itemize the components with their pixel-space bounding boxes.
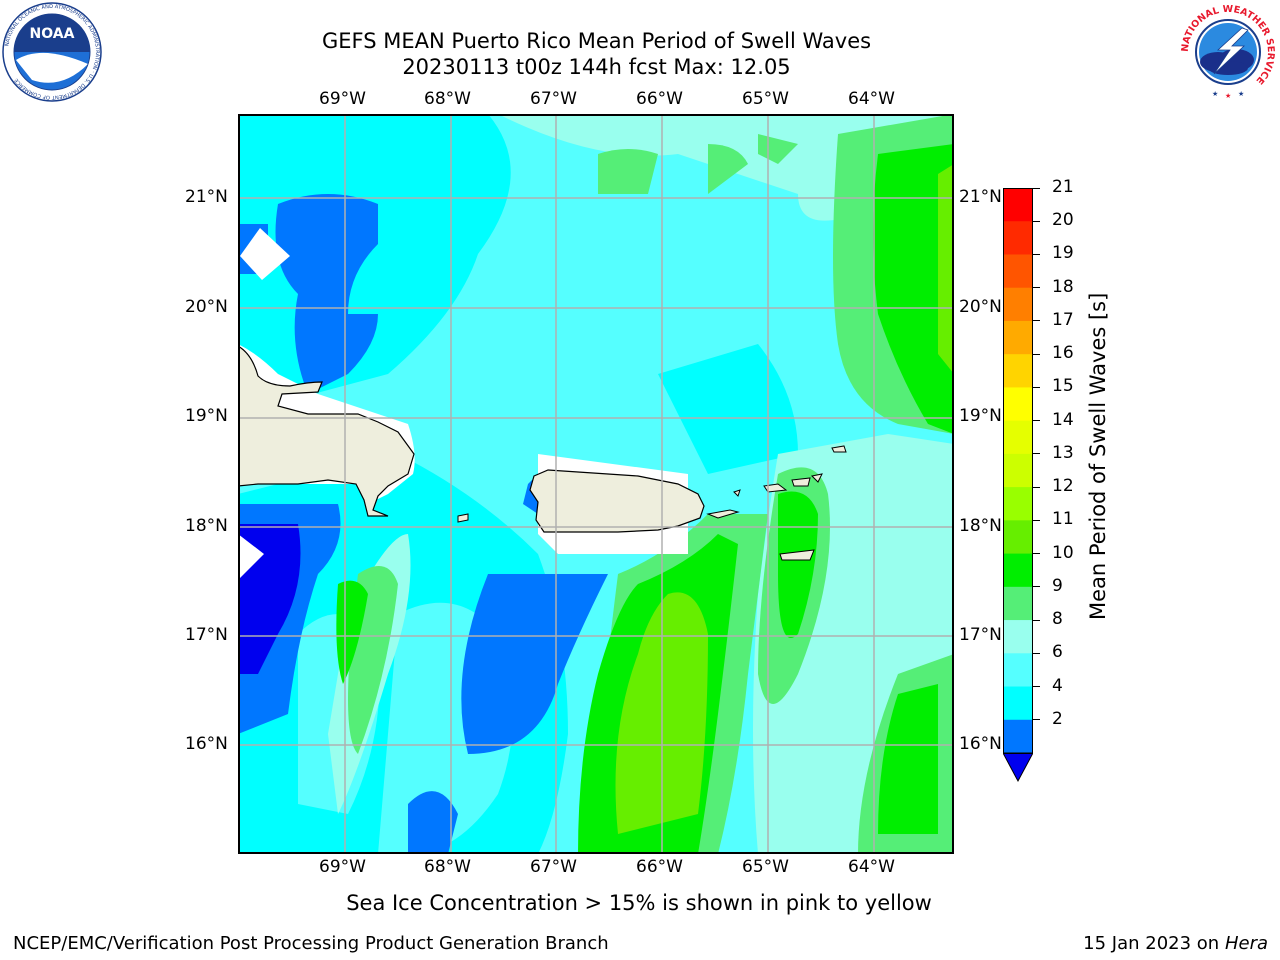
lon-label-top: 68°W (424, 89, 471, 109)
colorbar-tick-mark (1033, 420, 1040, 422)
colorbar-segment (1003, 719, 1033, 754)
colorbar-tick-label: 8 (1052, 609, 1063, 630)
colorbar-tick-label: 16 (1052, 343, 1074, 364)
map-title: GEFS MEAN Puerto Rico Mean Period of Swe… (321, 29, 872, 53)
colorbar-segment (1003, 653, 1033, 688)
colorbar-tick-label: 15 (1052, 376, 1074, 397)
colorbar-tick-mark (1033, 253, 1040, 255)
colorbar-tick-mark (1033, 187, 1040, 189)
colorbar-tick-mark (1033, 519, 1040, 521)
colorbar-segment (1003, 287, 1033, 322)
lat-label-right: 17°N (959, 625, 1002, 645)
lon-label-top: 65°W (742, 89, 789, 109)
noaa-logo: NOAA NATIONAL OCEANIC AND ATMOSPHERIC AD… (2, 2, 102, 102)
colorbar-tick-label: 13 (1052, 442, 1074, 463)
lon-label-bottom: 67°W (530, 857, 577, 877)
colorbar-segment (1003, 620, 1033, 654)
lat-label-right: 18°N (959, 516, 1002, 536)
colorbar-tick-label: 18 (1052, 276, 1074, 297)
colorbar (1002, 188, 1034, 788)
map-subtitle: 20230113 t00z 144h fcst Max: 12.05 (402, 55, 791, 79)
lat-label-left: 17°N (185, 625, 228, 645)
colorbar-tick-label: 2 (1052, 708, 1063, 729)
colorbar-segment (1003, 420, 1033, 455)
colorbar-tick-label: 4 (1052, 675, 1063, 696)
footer-branch: NCEP/EMC/Verification Post Processing Pr… (13, 933, 609, 954)
lat-label-right: 16°N (959, 734, 1002, 754)
colorbar-tick-mark (1033, 686, 1040, 688)
footer-date: 15 Jan 2023 on Hera (1083, 933, 1268, 954)
sea-ice-note: Sea Ice Concentration > 15% is shown in … (346, 891, 932, 915)
colorbar-tick-label: 17 (1052, 309, 1074, 330)
lon-label-bottom: 68°W (424, 857, 471, 877)
svg-text:★: ★ (1212, 90, 1218, 98)
colorbar-tick-mark (1033, 652, 1040, 654)
colorbar-segment (1003, 586, 1033, 621)
colorbar-tick-label: 6 (1052, 642, 1063, 663)
colorbar-segment (1003, 387, 1033, 422)
map-panel (237, 114, 954, 854)
svg-text:★: ★ (1225, 92, 1231, 100)
colorbar-segment (1003, 520, 1033, 555)
colorbar-tick-mark (1033, 586, 1040, 588)
colorbar-tick-mark (1033, 719, 1040, 721)
colorbar-tick-label: 21 (1052, 177, 1074, 197)
colorbar-tick-mark (1033, 453, 1040, 455)
colorbar-tick-label: 9 (1052, 575, 1063, 596)
lat-label-left: 16°N (185, 734, 228, 754)
colorbar-outline (1003, 188, 1033, 754)
colorbar-segment (1003, 254, 1033, 289)
colorbar-tick-label: 12 (1052, 476, 1074, 497)
lat-label-left: 19°N (185, 406, 228, 426)
colorbar-segment (1003, 487, 1033, 521)
colorbar-segment (1003, 354, 1033, 388)
colorbar-tick-mark (1033, 553, 1040, 555)
colorbar-segment (1003, 686, 1033, 721)
colorbar-tick-mark (1033, 386, 1040, 388)
colorbar-tick-label: 20 (1052, 210, 1074, 231)
svg-text:★: ★ (1238, 90, 1244, 98)
lat-label-right: 19°N (959, 406, 1002, 426)
colorbar-tick-label: 10 (1052, 542, 1074, 563)
colorbar-segment (1003, 188, 1033, 222)
colorbar-segment (1003, 553, 1033, 588)
lat-label-right: 21°N (959, 187, 1002, 207)
lon-label-bottom: 66°W (636, 857, 683, 877)
colorbar-extend (1002, 752, 1034, 783)
lon-label-top: 64°W (848, 89, 895, 109)
lat-label-left: 18°N (185, 516, 228, 536)
colorbar-segment (1003, 453, 1033, 488)
colorbar-tick-mark (1033, 353, 1040, 355)
lon-label-bottom: 64°W (848, 857, 895, 877)
colorbar-tick-mark (1033, 486, 1040, 488)
colorbar-tick-mark (1033, 619, 1040, 621)
lon-label-bottom: 69°W (319, 857, 366, 877)
lon-label-top: 69°W (319, 89, 366, 109)
colorbar-tick-mark (1033, 320, 1040, 322)
colorbar-segment (1003, 221, 1033, 255)
footer-host: Hera (1224, 933, 1268, 954)
colorbar-tick-label: 11 (1052, 509, 1074, 530)
colorbar-label: Mean Period of Swell Waves [s] (1086, 292, 1110, 620)
colorbar-tick-label: 14 (1052, 409, 1074, 430)
colorbar-segment (1003, 320, 1033, 355)
lat-label-left: 20°N (185, 297, 228, 317)
colorbar-tick-mark (1033, 287, 1040, 289)
colorbar-tick-label: 19 (1052, 243, 1074, 264)
footer-date-text: 15 Jan 2023 on (1083, 933, 1220, 954)
nws-logo: NATIONAL WEATHER SERVICE ★ ★ ★ (1178, 2, 1278, 102)
lon-label-bottom: 65°W (742, 857, 789, 877)
colorbar-tick-mark (1033, 220, 1040, 222)
lon-label-top: 67°W (530, 89, 577, 109)
noaa-logo-text: NOAA (30, 26, 75, 42)
lat-label-left: 21°N (185, 187, 228, 207)
lon-label-top: 66°W (636, 89, 683, 109)
lat-label-right: 20°N (959, 297, 1002, 317)
